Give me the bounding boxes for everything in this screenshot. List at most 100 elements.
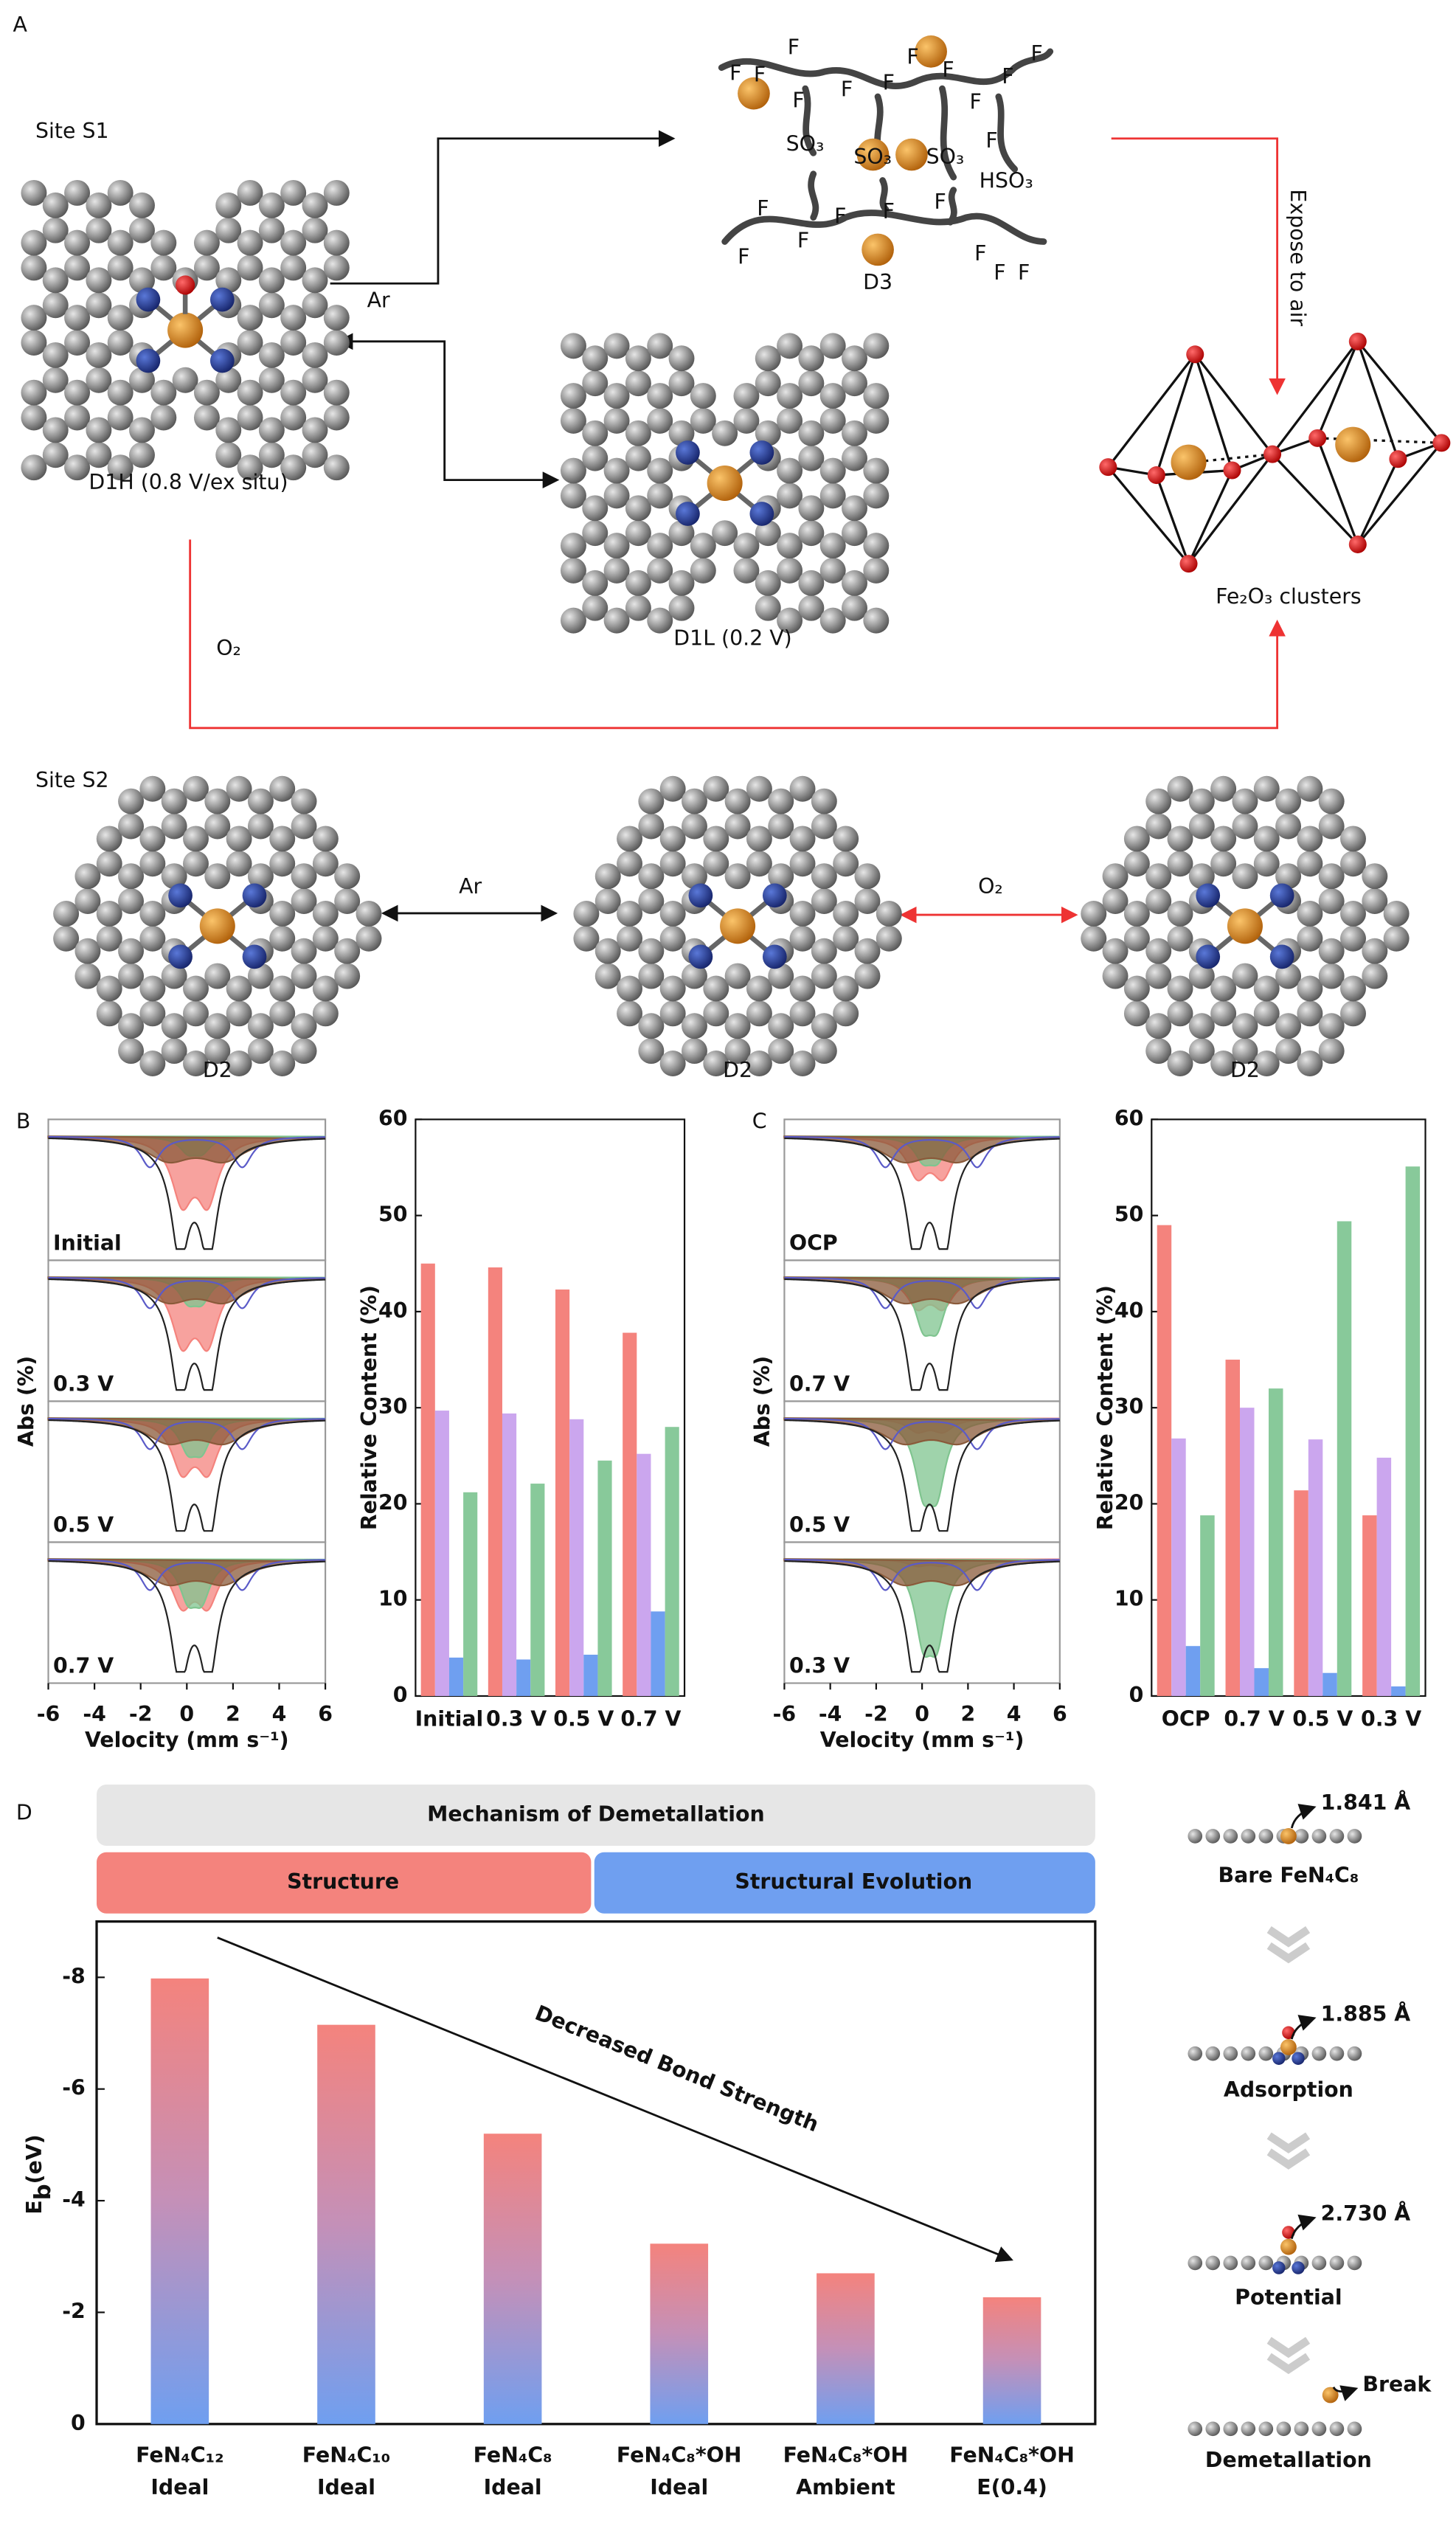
- carbon-atom: [215, 217, 242, 243]
- carbon-atom: [789, 925, 816, 952]
- carbon-atom: [129, 442, 155, 468]
- carbon-atom: [690, 533, 716, 559]
- carbon-atom: [625, 520, 651, 547]
- y-tick-label: 50: [1114, 1202, 1144, 1227]
- carbon-atom: [617, 851, 643, 877]
- carbon-atom: [1210, 775, 1237, 802]
- carbon-atom: [647, 407, 673, 434]
- carbon-atom: [798, 420, 825, 446]
- carbon-atom: [150, 255, 177, 281]
- panel-condition: 0.5 V: [53, 1513, 114, 1537]
- carbon-atom: [1311, 1829, 1327, 1844]
- carbon-atom: [302, 342, 328, 368]
- nitrogen-atom: [762, 883, 787, 908]
- carbon-atom: [777, 333, 803, 359]
- carbon-atom: [768, 863, 794, 890]
- carbon-atom: [647, 457, 673, 484]
- y-tick-label: 30: [1114, 1394, 1144, 1419]
- carbon-atom: [833, 925, 859, 952]
- nitrogen-atom: [242, 944, 267, 969]
- carbon-atom: [291, 813, 317, 840]
- carbon-atom: [625, 420, 651, 446]
- carbon-atom: [668, 520, 695, 547]
- carbon-atom: [777, 533, 803, 559]
- nitrogen-atom: [136, 348, 161, 373]
- nitrogen-atom: [762, 944, 787, 969]
- carbon-atom: [1210, 826, 1237, 852]
- carbon-atom: [247, 813, 274, 840]
- spectrum-envelope: [48, 1137, 326, 1250]
- carbon-atom: [733, 533, 760, 559]
- carbon-atom: [625, 495, 651, 522]
- carbon-atom: [334, 863, 361, 890]
- carbon-atom: [560, 457, 586, 484]
- nitrogen-atom: [136, 287, 161, 312]
- carbon-atom: [724, 863, 751, 890]
- iron-atom: [199, 908, 235, 944]
- carbon-atom: [854, 963, 881, 989]
- oxygen-atom: [1099, 458, 1117, 477]
- carbon-atom: [819, 407, 846, 434]
- carbon-atom: [118, 813, 145, 840]
- oxygen-atom: [1186, 345, 1204, 364]
- carbon-atom: [789, 900, 816, 927]
- carbon-atom: [247, 788, 274, 814]
- fluorine-label: F: [935, 190, 946, 214]
- carbon-atom: [560, 383, 586, 409]
- carbon-atom: [746, 826, 772, 852]
- carbon-atom: [280, 330, 307, 356]
- carbon-atom: [703, 1000, 729, 1027]
- carbon-atom: [1167, 826, 1193, 852]
- carbon-atom: [302, 192, 328, 218]
- fluorine-label: F: [942, 58, 954, 82]
- carbon-atom: [237, 255, 263, 281]
- carbon-atom: [1275, 963, 1302, 989]
- spectrum-envelope: [784, 1137, 1060, 1250]
- carbon-atom: [638, 888, 665, 914]
- oxygen-atom: [1348, 332, 1367, 350]
- carbon-atom: [1188, 2255, 1203, 2271]
- oxygen-atom: [1348, 535, 1367, 553]
- structure-label: D2: [723, 1058, 752, 1082]
- carbon-atom: [854, 863, 881, 890]
- oxygen-atom: [176, 275, 195, 295]
- oxygen-atom: [1432, 434, 1451, 452]
- polymer-chain: [718, 48, 1054, 89]
- x-tick-label: 0.7 V: [1224, 1707, 1284, 1731]
- site-label: Site S2: [35, 768, 109, 792]
- fluorine-label: F: [994, 260, 1005, 285]
- carbon-atom: [1340, 925, 1366, 952]
- carbon-atom: [625, 595, 651, 621]
- carbon-atom: [1253, 975, 1280, 1002]
- carbon-atom: [1318, 863, 1345, 890]
- carbon-atom: [703, 1051, 729, 1076]
- carbon-atom: [1275, 788, 1302, 814]
- carbon-atom: [1123, 1000, 1150, 1027]
- carbon-atom: [1123, 851, 1150, 877]
- carbon-atom: [1275, 1038, 1302, 1065]
- carbon-atom: [668, 345, 695, 372]
- bar: [1171, 1438, 1186, 1696]
- panel-label: A: [13, 13, 27, 37]
- x-tick-label: -6: [773, 1702, 797, 1726]
- carbon-atom: [1188, 2421, 1203, 2437]
- y-tick-label: -8: [62, 1964, 86, 1988]
- carbon-atom: [659, 900, 686, 927]
- bar: [1376, 1457, 1392, 1696]
- carbon-atom: [237, 179, 263, 206]
- x-tick-label: FeN₄C₁₀: [302, 2443, 390, 2467]
- carbon-atom: [226, 1051, 252, 1076]
- carbon-atom: [819, 457, 846, 484]
- bar: [1268, 1388, 1283, 1696]
- carbon-atom: [107, 305, 134, 331]
- carbon-atom: [161, 963, 187, 989]
- y-axis-label-unit: (eV): [22, 2134, 46, 2184]
- nitrogen-atom: [749, 440, 774, 465]
- carbon-atom: [833, 1000, 859, 1027]
- bar: [817, 2273, 875, 2424]
- x-axis-label: Velocity (mm s⁻¹): [85, 1728, 289, 1752]
- carbon-atom: [863, 607, 890, 634]
- carbon-atom: [1205, 2046, 1221, 2061]
- fluorine-label: F: [974, 241, 986, 266]
- step-label: Potential: [1235, 2285, 1342, 2310]
